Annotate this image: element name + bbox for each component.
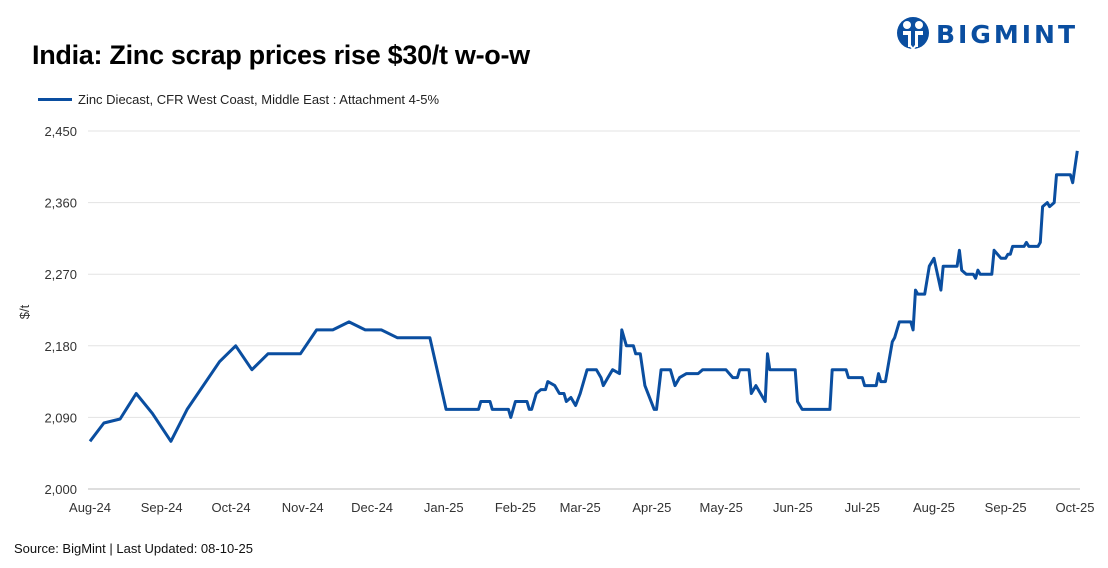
x-tick-label: Apr-25 — [632, 500, 671, 515]
x-tick-label: Aug-24 — [69, 500, 111, 515]
x-tick-label: Aug-25 — [913, 500, 955, 515]
chart-title: India: Zinc scrap prices rise $30/t w-o-… — [32, 40, 530, 70]
x-tick-label: Jul-25 — [845, 500, 880, 515]
x-tick-label: Oct-25 — [1055, 500, 1094, 515]
y-tick-label: 2,090 — [44, 410, 77, 425]
x-tick-label: Feb-25 — [495, 500, 536, 515]
legend-swatch — [38, 98, 72, 101]
y-tick-label: 2,000 — [44, 482, 77, 497]
y-tick-label: 2,360 — [44, 196, 77, 211]
source-note: Source: BigMint | Last Updated: 08-10-25 — [14, 541, 253, 556]
brand-name: BIGMINT — [936, 19, 1079, 49]
bigmint-logo-icon — [897, 17, 929, 51]
y-tick-label: 2,180 — [44, 339, 77, 354]
x-tick-label: Jun-25 — [773, 500, 813, 515]
x-tick-label: May-25 — [700, 500, 743, 515]
x-tick-label: Sep-24 — [141, 500, 183, 515]
y-tick-label: 2,450 — [44, 124, 77, 139]
x-tick-label: Nov-24 — [282, 500, 324, 515]
x-axis-ticks: Aug-24 Sep-24 Oct-24 Nov-24 Dec-24 Jan-25 Feb-… — [69, 500, 1094, 515]
x-tick-label: Dec-24 — [351, 500, 393, 515]
series-line — [88, 150, 1079, 443]
y-axis-label: $/t — [17, 304, 32, 319]
bigmint-logo: BIGMINT — [896, 16, 1078, 52]
y-tick-label: 2,270 — [44, 267, 77, 282]
grid-lines — [88, 130, 1080, 490]
legend: Zinc Diecast, CFR West Coast, Middle Eas… — [38, 92, 439, 107]
x-tick-label: Mar-25 — [560, 500, 601, 515]
x-tick-label: Sep-25 — [985, 500, 1027, 515]
x-tick-label: Jan-25 — [424, 500, 464, 515]
x-tick-label: Oct-24 — [212, 500, 251, 515]
legend-label: Zinc Diecast, CFR West Coast, Middle Eas… — [78, 92, 439, 107]
y-axis-ticks: 2,000 2,090 2,180 2,270 2,360 2,450 — [44, 124, 77, 497]
